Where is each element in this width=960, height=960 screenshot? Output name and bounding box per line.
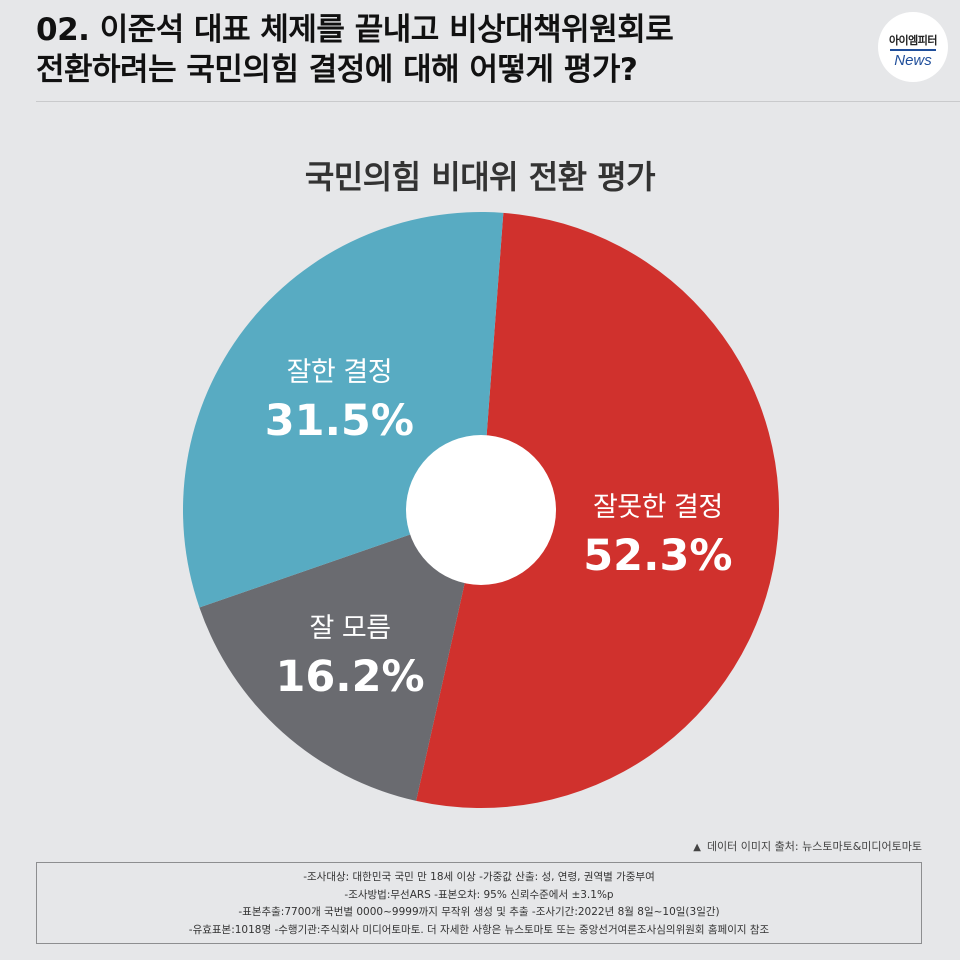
slice-label-dont-know: 잘 모름 16.2% bbox=[240, 612, 460, 702]
survey-note-line: -조사대상: 대한민국 국민 만 18세 이상 -가중값 산출: 성, 연령, … bbox=[303, 871, 655, 883]
data-source: ▲ 데이터 이미지 출처: 뉴스토마토&미디어토마토 bbox=[693, 838, 922, 854]
slice-dont-know bbox=[199, 510, 482, 801]
logo-underline bbox=[890, 49, 936, 51]
logo-text-korean: 아이엠피터 bbox=[888, 34, 938, 47]
slice-name: 잘 모름 bbox=[309, 612, 391, 644]
donut-hole bbox=[406, 435, 556, 585]
survey-note-line: -조사방법:무선ARS -표본오차: 95% 신뢰수준에서 ±3.1%p bbox=[344, 888, 614, 901]
source-text: 데이터 이미지 출처: 뉴스토마토&미디어토마토 bbox=[706, 840, 922, 853]
slice-name: 잘못한 결정 bbox=[592, 492, 723, 524]
triangle-icon: ▲ bbox=[693, 842, 701, 853]
slice-label-right-decision: 잘한 결정 31.5% bbox=[229, 356, 449, 446]
survey-note-line: -표본추출:7700개 국번별 0000~9999까지 무작위 생성 및 추출 … bbox=[238, 906, 720, 918]
survey-notes-box: -조사대상: 대한민국 국민 만 18세 이상 -가중값 산출: 성, 연령, … bbox=[36, 862, 922, 944]
logo-text-news: News bbox=[894, 52, 932, 69]
page-title-line-1: 02. 이준석 대표 체제를 끝내고 비상대책위원회로 bbox=[36, 12, 674, 48]
chart-title: 국민의힘 비대위 전환 평가 bbox=[304, 158, 656, 196]
header: 02. 이준석 대표 체제를 끝내고 비상대책위원회로 전환하려는 국민의힘 결… bbox=[0, 0, 960, 102]
slice-value: 16.2% bbox=[275, 651, 425, 702]
page-title: 02. 이준석 대표 체제를 끝내고 비상대책위원회로 전환하려는 국민의힘 결… bbox=[36, 10, 856, 90]
slice-name: 잘한 결정 bbox=[286, 356, 393, 388]
slice-value: 31.5% bbox=[264, 395, 414, 446]
brand-logo: 아이엠피터 News bbox=[878, 12, 948, 82]
slice-value: 52.3% bbox=[583, 531, 733, 582]
survey-note-line: -유효표본:1018명 -수행기관:주식회사 미디어토마토. 더 자세한 사항은… bbox=[188, 923, 770, 936]
header-divider bbox=[36, 101, 960, 102]
slice-wrong-decision bbox=[416, 212, 780, 809]
page-title-line-2: 전환하려는 국민의힘 결정에 대해 어떻게 평가? bbox=[36, 52, 638, 88]
slice-label-wrong-decision: 잘못한 결정 52.3% bbox=[548, 491, 768, 581]
